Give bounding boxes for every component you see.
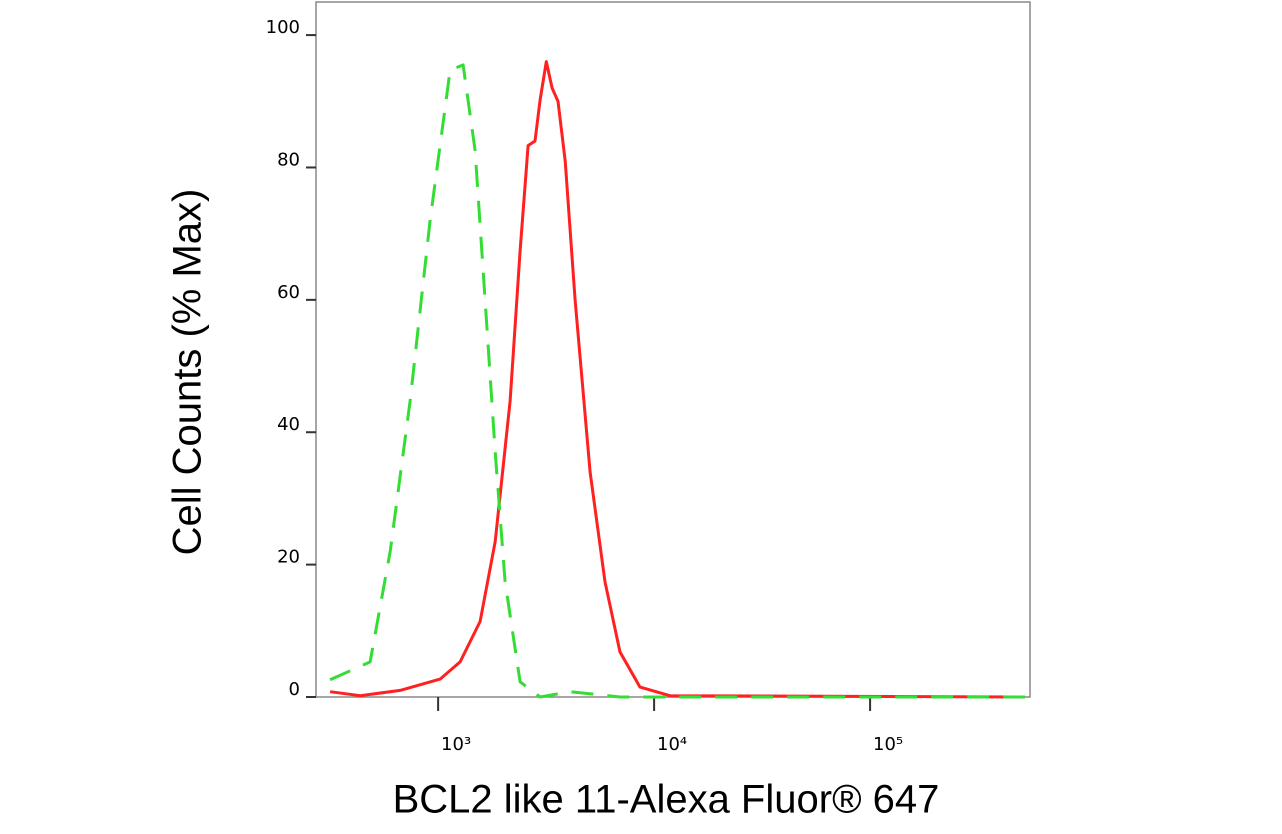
y-axis-title: Cell Counts (% Max): [166, 189, 210, 556]
y-tick-label: 40: [277, 414, 300, 435]
series-line: [329, 63, 1025, 699]
y-tick-label: 80: [277, 149, 300, 170]
series-line: [329, 60, 1025, 699]
x-axis-title: BCL2 like 11-Alexa Fluor® 647: [393, 778, 940, 822]
x-tick-label: 10⁵: [873, 734, 903, 755]
y-tick-label: 100: [266, 17, 300, 38]
x-tick-label: 10⁴: [657, 734, 687, 755]
y-tick-label: 20: [277, 547, 300, 568]
y-tick-label: 0: [289, 679, 300, 700]
plot-frame: [315, 1, 1031, 698]
x-tick-label: 10³: [441, 734, 471, 755]
y-tick-label: 60: [277, 282, 300, 303]
